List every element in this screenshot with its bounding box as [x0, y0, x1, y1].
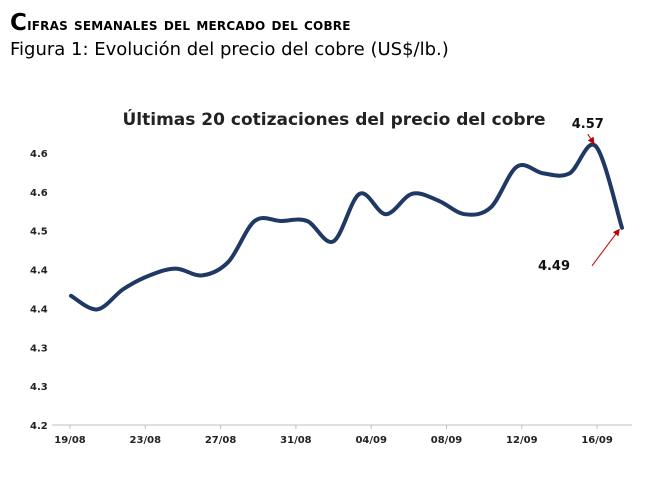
y-tick-label: 4.3	[30, 382, 48, 393]
series-layer	[69, 142, 624, 312]
annotation-arrow-max	[587, 133, 595, 145]
x-tick-label: 27/08	[205, 435, 237, 446]
y-tick-label: 4.6	[30, 149, 48, 160]
x-tick-label: 23/08	[130, 435, 162, 446]
y-tick-label: 4.4	[30, 304, 48, 315]
y-tick-label: 4.4	[30, 266, 48, 277]
x-axis: 19/08 23/08 27/08 31/08 04/09 08/09 12/09 16/09	[52, 424, 632, 446]
y-tick-label: 4.5	[30, 227, 48, 238]
y-tick-label: 4.6	[30, 188, 48, 199]
x-tick-label: 16/09	[581, 435, 613, 446]
x-tick-label: 12/09	[506, 435, 538, 446]
annotations-layer: 4.57 4.49	[538, 117, 620, 274]
x-tick-label: 19/08	[54, 435, 86, 446]
annotation-arrow-last	[591, 228, 620, 267]
annotation-label-max: 4.57	[572, 117, 604, 132]
x-tick-label: 08/09	[431, 435, 463, 446]
x-tick-label: 31/08	[280, 435, 312, 446]
chart-title: Últimas 20 cotizaciones del precio del c…	[122, 108, 545, 130]
page-heading: Cifras semanales del mercado del cobre	[10, 10, 351, 36]
series-line	[69, 142, 624, 312]
y-tick-label: 4.2	[30, 421, 48, 432]
x-tick-label: 04/09	[355, 435, 387, 446]
y-tick-label: 4.3	[30, 343, 48, 354]
annotation-label-last: 4.49	[538, 259, 570, 274]
y-axis-ticks: 4.2 4.3 4.3 4.4 4.4 4.5 4.6 4.6	[30, 149, 48, 432]
figure-caption: Figura 1: Evolución del precio del cobre…	[10, 39, 449, 60]
